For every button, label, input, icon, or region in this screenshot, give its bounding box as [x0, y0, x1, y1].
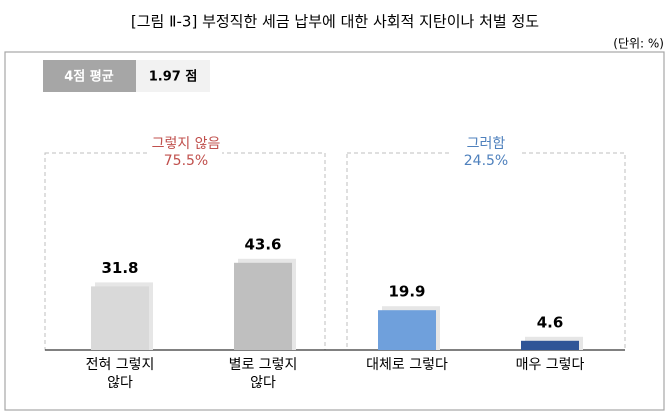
- group-total: 75.5%: [164, 153, 208, 169]
- group-name: 그렇지 않음: [152, 136, 221, 152]
- value-label: 19.9: [388, 283, 425, 301]
- badge-label-box: [43, 60, 136, 92]
- chart-title: [그림 Ⅱ-3] 부정직한 세금 납부에 대한 사회적 지탄이나 처벌 정도: [131, 13, 539, 31]
- category-label: 별로 그렇지 않다: [228, 357, 298, 391]
- badge-value-box: [136, 60, 210, 92]
- group-label-bg: [452, 136, 520, 170]
- bar: [521, 340, 579, 350]
- group-label-bg: [150, 136, 222, 170]
- bar: [378, 310, 436, 350]
- badge-value: 1.97 점: [149, 70, 198, 85]
- frame: [4, 51, 665, 411]
- bar: [234, 262, 292, 350]
- category-label: 매우 그렇다: [515, 357, 585, 373]
- value-label: 31.8: [101, 259, 138, 277]
- group-name: 그러함: [467, 136, 506, 152]
- unit: (단위: %): [613, 37, 664, 51]
- category-label: 전혀 그렇지 않다: [85, 357, 155, 391]
- badge-label: 4점 평균: [64, 69, 113, 85]
- category-label: 대체로 그렇다: [366, 357, 448, 373]
- group-total: 24.5%: [464, 153, 508, 169]
- bar: [91, 286, 149, 350]
- value-label: 43.6: [244, 235, 281, 253]
- value-label: 4.6: [537, 313, 564, 331]
